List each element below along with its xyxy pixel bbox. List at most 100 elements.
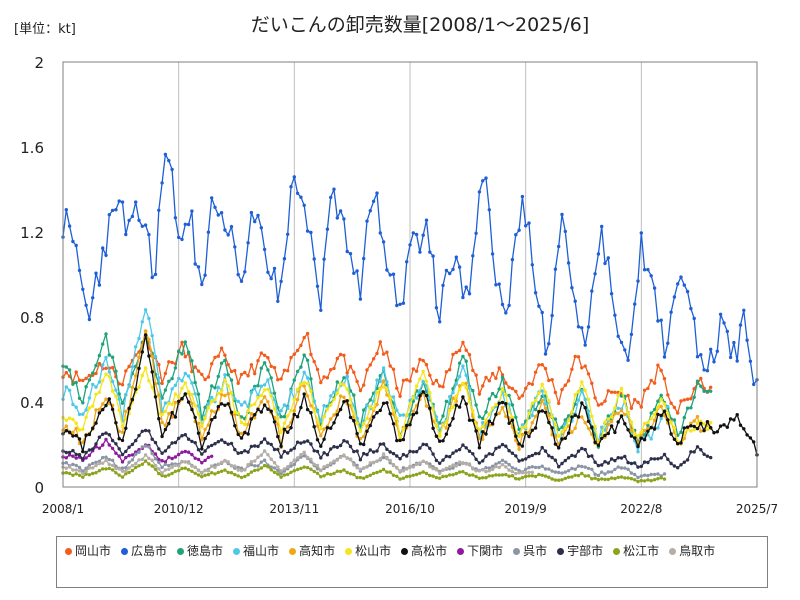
series-point — [391, 408, 396, 412]
series-point — [672, 295, 677, 299]
series-point — [656, 405, 660, 409]
series-point — [649, 411, 653, 415]
series-point — [193, 262, 197, 266]
series-point — [186, 400, 191, 404]
series-point — [563, 458, 567, 463]
series-point — [342, 376, 346, 380]
series-point — [414, 384, 419, 388]
series-point — [580, 389, 584, 393]
series-point — [295, 387, 300, 391]
series-point — [302, 384, 306, 388]
series-point — [91, 466, 95, 470]
series-point — [259, 453, 263, 457]
series-point — [352, 403, 356, 408]
series-point — [107, 213, 112, 217]
series-point — [77, 412, 82, 417]
series-point — [385, 380, 389, 384]
series-point — [269, 394, 273, 398]
series-point — [170, 410, 174, 415]
series-point — [71, 468, 75, 472]
series-point — [170, 462, 174, 466]
series-point — [120, 438, 125, 443]
series-point — [550, 426, 554, 430]
series-point — [183, 222, 187, 226]
series-point — [510, 469, 515, 474]
series-point — [448, 368, 452, 372]
series-point — [97, 380, 102, 384]
series-11 — [61, 449, 534, 476]
series-point — [233, 447, 237, 452]
series-point — [124, 393, 128, 397]
series-point — [249, 390, 254, 395]
series-point — [286, 465, 290, 469]
series-point — [160, 420, 164, 425]
series-point — [444, 474, 449, 478]
series-point — [583, 388, 587, 393]
series-point — [414, 396, 419, 400]
y-tick-label: 0.4 — [20, 394, 44, 412]
series-point — [299, 405, 303, 410]
series-point — [408, 379, 412, 383]
series-point — [471, 388, 475, 393]
series-point — [467, 400, 472, 404]
series-point — [679, 441, 683, 445]
series-point — [120, 452, 125, 457]
series-point — [471, 452, 475, 456]
series-point — [603, 261, 607, 266]
series-point — [520, 425, 525, 430]
chart-plot: 2008/1 2010/12 2013/11 2016/10 2019/9 2022/8 2… — [20, 54, 778, 516]
series-point — [71, 434, 75, 438]
series-point — [272, 365, 277, 370]
series-point — [127, 453, 131, 458]
series-point — [375, 470, 379, 475]
series-point — [414, 472, 419, 477]
series-point — [464, 385, 468, 390]
series-point — [613, 430, 617, 435]
series-point — [322, 414, 326, 419]
series-point — [332, 397, 336, 402]
series-point — [461, 354, 465, 359]
series-point — [127, 445, 131, 449]
series-point — [319, 468, 323, 473]
legend-marker-icon — [401, 548, 409, 555]
series-point — [576, 415, 581, 419]
series-point — [494, 464, 498, 469]
series-point — [335, 409, 339, 413]
series-point — [659, 416, 663, 421]
series-point — [715, 430, 719, 434]
series-point — [732, 418, 736, 422]
series-point — [355, 449, 359, 453]
series-point — [325, 453, 330, 457]
series-point — [203, 473, 207, 477]
series-point — [477, 392, 482, 396]
series-point — [497, 401, 501, 405]
series-point — [329, 461, 333, 465]
series-point — [543, 352, 548, 356]
series-point — [652, 407, 657, 412]
series-point — [428, 446, 432, 451]
series-point — [305, 331, 310, 336]
series-point — [342, 453, 346, 457]
series-point — [371, 450, 376, 454]
series-point — [557, 446, 561, 450]
series-point — [421, 379, 425, 384]
series-point — [226, 392, 230, 396]
series-point — [490, 467, 495, 472]
series-point — [186, 461, 191, 465]
series-point — [414, 369, 419, 373]
series-point — [223, 458, 227, 463]
series-point — [84, 466, 88, 470]
series-point — [378, 387, 382, 391]
series-point — [583, 364, 587, 368]
series-point — [570, 367, 574, 371]
series-point — [481, 416, 485, 421]
series-point — [259, 400, 263, 404]
series-point — [451, 416, 455, 421]
series-point — [745, 338, 749, 342]
series-point — [629, 420, 634, 424]
series-point — [375, 390, 379, 395]
series-point — [292, 397, 296, 402]
series-point — [487, 379, 491, 383]
series-point — [279, 455, 283, 459]
series-point — [322, 404, 326, 408]
